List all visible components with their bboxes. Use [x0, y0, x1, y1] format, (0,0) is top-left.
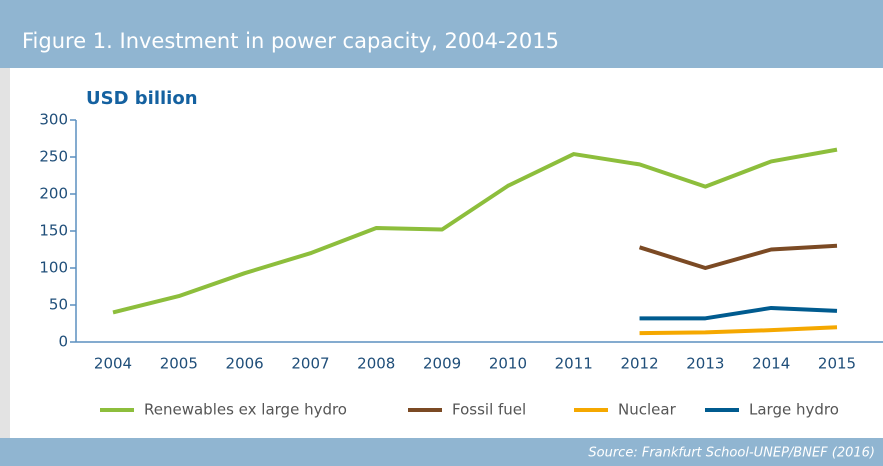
- legend-label: Renewables ex large hydro: [144, 401, 347, 419]
- series-line: [112, 147, 838, 315]
- x-tick-label: 2010: [489, 355, 527, 373]
- x-tick-label: 2013: [686, 355, 724, 373]
- x-tick-label: 2007: [291, 355, 329, 373]
- y-axis-label: USD billion: [86, 88, 198, 109]
- y-tick-label: 200: [39, 185, 68, 203]
- legend-label: Fossil fuel: [452, 401, 526, 419]
- y-tick-label: 100: [39, 259, 68, 277]
- y-tick-label: 300: [39, 111, 68, 129]
- chart-title: Figure 1. Investment in power capacity, …: [22, 29, 559, 53]
- y-tick-label: 250: [39, 148, 68, 166]
- footer-bar: [0, 438, 883, 466]
- x-tick-label: 2014: [752, 355, 790, 373]
- series-line: [639, 325, 838, 336]
- legend-label: Large hydro: [749, 401, 839, 419]
- y-tick-label: 0: [58, 333, 68, 351]
- x-tick-label: 2012: [620, 355, 658, 373]
- x-tick-label: 2009: [423, 355, 461, 373]
- source-note: Source: Frankfurt School-UNEP/BNEF (2016…: [588, 446, 875, 461]
- x-tick-label: 2011: [555, 355, 593, 373]
- y-tick-label: 50: [49, 296, 68, 314]
- header-bar: [0, 0, 883, 68]
- panel: [10, 60, 883, 440]
- x-tick-label: 2005: [160, 355, 198, 373]
- x-tick-label: 2006: [226, 355, 264, 373]
- x-tick-label: 2015: [818, 355, 856, 373]
- x-tick-label: 2004: [94, 355, 132, 373]
- y-tick-label: 150: [39, 222, 68, 240]
- legend-label: Nuclear: [618, 401, 677, 419]
- x-tick-label: 2008: [357, 355, 395, 373]
- series-line: [639, 305, 838, 321]
- series-line: [638, 243, 838, 270]
